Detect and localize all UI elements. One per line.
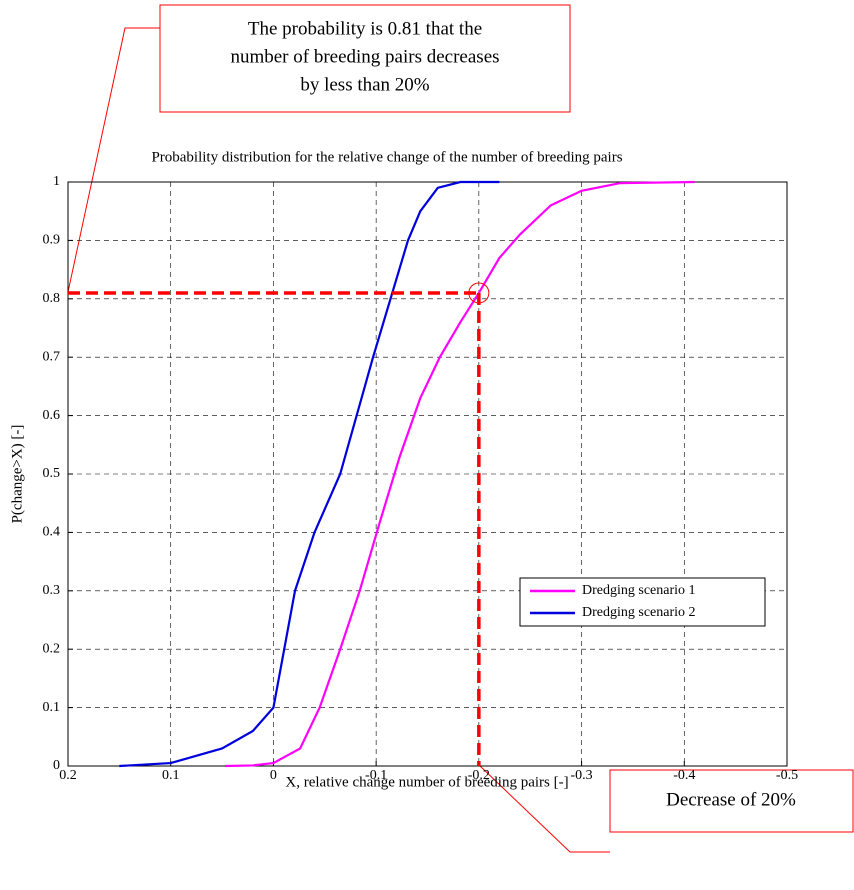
line-series [119, 180, 500, 768]
callout-leader [479, 765, 610, 853]
chart-title: Probability distribution for the relativ… [151, 149, 622, 165]
callout-leader [67, 27, 160, 293]
x-tick-label: -0.5 [776, 768, 798, 783]
annotation-text: The probability is 0.81 that the [248, 18, 482, 39]
annotation-text: Decrease of 20% [666, 789, 796, 810]
x-axis-label: X, relative change number of breeding pa… [285, 774, 568, 790]
y-tick-label: 0.5 [43, 466, 61, 481]
y-tick-label: 0.4 [43, 525, 61, 540]
highlight-marker [468, 282, 490, 304]
y-tick-label: 0 [53, 758, 60, 773]
y-tick-label: 0.8 [43, 291, 61, 306]
annotation-text: by less than 20% [300, 74, 429, 95]
y-tick-label: 0.7 [43, 349, 61, 364]
plot-frame [67, 181, 788, 767]
y-tick-label: 0.1 [43, 700, 61, 715]
x-tick-label: 0.1 [162, 768, 180, 783]
annotation-text: number of breeding pairs decreases [230, 46, 499, 67]
x-tick-label: -0.4 [673, 768, 695, 783]
x-tick-label: -0.2 [468, 768, 490, 783]
legend-label: Dredging scenario 2 [582, 605, 696, 620]
y-tick-label: 0.6 [43, 408, 61, 423]
y-tick-label: 0.9 [43, 233, 61, 248]
x-tick-label: 0.2 [59, 768, 77, 783]
legend-label: Dredging scenario 1 [582, 583, 696, 598]
y-axis-label: P(change>X) [-] [9, 425, 25, 524]
x-tick-label: -0.1 [365, 768, 387, 783]
x-tick-label: 0 [270, 768, 277, 783]
line-series [225, 180, 695, 768]
y-tick-label: 1 [53, 174, 60, 189]
callout-box [609, 769, 854, 833]
y-tick-label: 0.2 [43, 641, 61, 656]
legend [519, 577, 766, 627]
y-tick-label: 0.3 [43, 583, 61, 598]
x-tick-label: -0.3 [570, 768, 592, 783]
callout-box [159, 4, 571, 113]
